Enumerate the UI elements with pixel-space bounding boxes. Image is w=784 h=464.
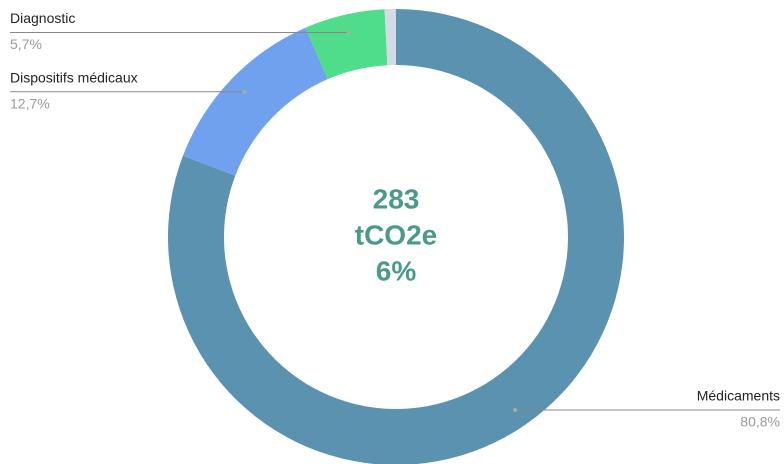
donut-slice <box>384 9 396 66</box>
center-text: 283 <box>373 183 420 214</box>
center-text: 6% <box>376 255 417 286</box>
slice-value-label: 80,8% <box>740 414 780 430</box>
slice-label: Dispositifs médicaux <box>10 70 138 86</box>
leader-dot <box>346 30 351 35</box>
leader-dot <box>242 89 247 94</box>
slice-label: Médicaments <box>697 388 780 404</box>
center-text: tCO2e <box>355 219 437 250</box>
slice-label: Diagnostic <box>10 10 75 26</box>
slice-value-label: 5,7% <box>10 36 42 52</box>
donut-slice <box>182 27 328 176</box>
slice-value-label: 12,7% <box>10 96 50 112</box>
donut-slice <box>305 9 388 80</box>
leader-dot <box>513 407 518 412</box>
